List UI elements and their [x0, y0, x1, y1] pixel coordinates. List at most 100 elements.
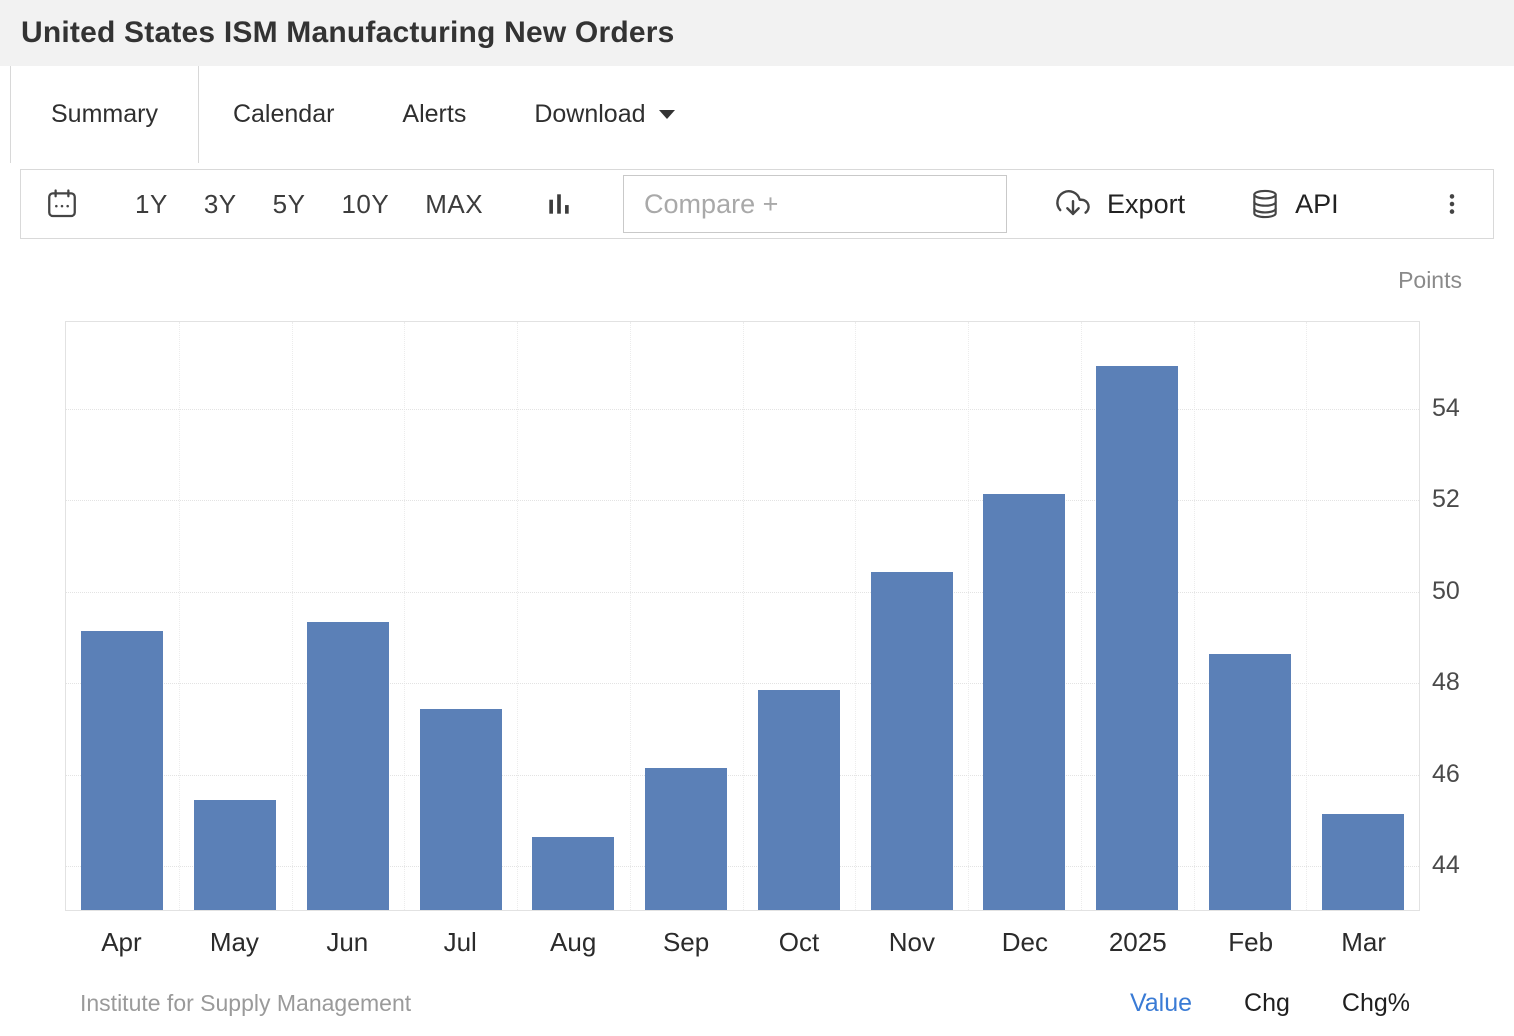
bar-jun[interactable] [306, 622, 389, 910]
gridline [404, 322, 406, 910]
bar-slot [517, 837, 630, 910]
source-attribution: Institute for Supply Management [80, 990, 412, 1016]
page-title: United States ISM Manufacturing New Orde… [21, 16, 675, 49]
gridline [742, 322, 744, 910]
y-axis-label: 52 [1432, 485, 1460, 514]
range-button-10y[interactable]: 10Y [341, 188, 390, 219]
gridline [629, 322, 631, 910]
chart-footer: Institute for Supply Management Value Chg… [80, 989, 1410, 1018]
tabs-row: Summary Calendar Alerts Download [0, 66, 1514, 163]
bar-mar[interactable] [1321, 814, 1404, 910]
range-button-max[interactable]: MAX [425, 188, 484, 219]
y-axis-unit-label: Points [1398, 267, 1462, 293]
x-axis-label: Jul [443, 927, 477, 957]
tab-calendar[interactable]: Calendar [199, 66, 368, 163]
x-axis: Apr May Jun Jul Aug Sep Oct Nov Dec 2025 Feb Mar [65, 927, 1420, 958]
export-button[interactable]: Export [1047, 186, 1191, 222]
api-label: API [1295, 188, 1339, 219]
bar-slot [1194, 654, 1307, 910]
bar-sep[interactable] [645, 768, 728, 910]
bar-slot [855, 572, 968, 910]
x-axis-label: Aug [550, 927, 597, 957]
plot-area [65, 321, 1420, 911]
chart-toolbar: 1Y 3Y 5Y 10Y MAX Export [20, 169, 1494, 239]
tab-label: Alerts [402, 100, 467, 128]
tab-label: Calendar [232, 100, 335, 128]
tab-download[interactable]: Download [500, 66, 708, 163]
compare-input[interactable] [624, 188, 1007, 220]
bar-slot [66, 631, 179, 910]
range-button-1y[interactable]: 1Y [135, 188, 168, 219]
gridline [517, 322, 518, 910]
x-axis-label: Sep [662, 927, 710, 957]
y-axis-label: 48 [1432, 668, 1460, 697]
bar-oct[interactable] [757, 690, 840, 910]
chevron-down-icon [658, 110, 675, 119]
bar-slot [179, 800, 292, 910]
bar-slot [1306, 814, 1419, 910]
bar-apr[interactable] [81, 631, 164, 910]
gridline [1306, 322, 1308, 910]
bar-slot [1081, 366, 1194, 910]
x-axis-label: Jun [326, 927, 369, 957]
gridline [178, 322, 180, 910]
bar-slot [404, 709, 517, 910]
chart-area: Points 44 46 48 50 52 54 Apr May Jun Jul Aug Sep Oc… [0, 251, 1514, 963]
x-axis-label: Dec [1001, 927, 1048, 957]
y-axis-label: 50 [1432, 576, 1460, 605]
gridline [66, 683, 1419, 685]
bar-chart-icon[interactable] [545, 190, 573, 218]
x-axis-label: Mar [1341, 927, 1386, 957]
bar-feb[interactable] [1208, 654, 1291, 910]
footer-links: Value Chg Chg% [1130, 989, 1410, 1018]
footer-link-value[interactable]: Value [1129, 989, 1193, 1017]
x-axis-label: May [209, 927, 259, 957]
range-button-3y[interactable]: 3Y [203, 188, 237, 219]
calendar-icon[interactable] [45, 187, 79, 221]
bar-series [66, 322, 1419, 910]
api-button[interactable]: API [1243, 186, 1345, 222]
gridline [291, 322, 293, 910]
bar-slot [968, 494, 1081, 910]
gridline [66, 866, 1419, 868]
gridline [66, 408, 1419, 410]
tab-alerts[interactable]: Alerts [368, 66, 500, 163]
bar-slot [292, 622, 405, 910]
bar-2025[interactable] [1096, 366, 1179, 910]
export-label: Export [1107, 188, 1186, 219]
gridline [968, 322, 969, 910]
footer-link-chg[interactable]: Chg [1244, 989, 1290, 1017]
gridline [66, 500, 1419, 502]
tab-label: Summary [51, 100, 158, 128]
database-icon [1249, 187, 1281, 221]
footer-link-chgpct[interactable]: Chg% [1341, 989, 1410, 1017]
compare-input-wrap [623, 175, 1008, 233]
bar-slot [743, 690, 856, 910]
gridline [1080, 322, 1082, 910]
x-axis-label: 2025 [1108, 927, 1167, 957]
gridline [855, 322, 857, 910]
range-button-5y[interactable]: 5Y [272, 188, 306, 219]
y-axis-label: 54 [1432, 393, 1460, 422]
bar-dec[interactable] [983, 494, 1066, 910]
x-axis-label: Feb [1228, 927, 1274, 957]
tab-summary[interactable]: Summary [10, 66, 199, 163]
bar-slot [630, 768, 743, 910]
range-buttons: 1Y 3Y 5Y 10Y MAX [135, 189, 483, 220]
y-axis-label: 44 [1432, 851, 1460, 880]
gridline [1193, 322, 1195, 910]
x-axis-label: Nov [888, 927, 936, 957]
x-axis-label: Apr [101, 927, 142, 957]
bar-may[interactable] [194, 800, 277, 910]
cloud-download-icon [1053, 187, 1093, 221]
bar-nov[interactable] [870, 572, 953, 910]
x-axis-label: Oct [778, 927, 820, 957]
bar-aug[interactable] [532, 837, 615, 910]
page-header: United States ISM Manufacturing New Orde… [0, 0, 1514, 66]
kebab-menu-icon[interactable] [1439, 189, 1465, 219]
bar-jul[interactable] [419, 709, 502, 910]
tab-label: Download [534, 100, 646, 128]
gridline [66, 591, 1419, 593]
gridline [66, 774, 1419, 776]
y-axis-label: 46 [1432, 759, 1460, 788]
